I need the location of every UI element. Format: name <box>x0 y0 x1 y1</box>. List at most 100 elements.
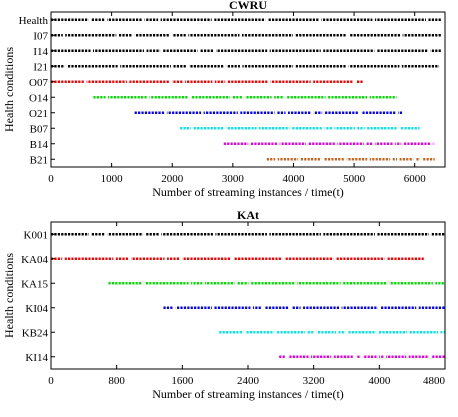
point-gap <box>84 80 87 84</box>
point-gap <box>396 111 399 115</box>
y-tick-label: Health <box>19 15 49 27</box>
x-tick-label: 1000 <box>101 173 124 185</box>
point-gap <box>429 355 432 359</box>
point-gap <box>238 111 241 115</box>
point-gap <box>306 142 309 146</box>
x-tick-label: 2400 <box>237 375 260 387</box>
point-gap <box>239 33 242 37</box>
point-gap <box>225 80 228 84</box>
point-gap <box>65 64 68 68</box>
point-gap <box>426 18 429 22</box>
point-gap <box>127 80 129 84</box>
y-tick-label: B21 <box>30 154 48 166</box>
point-gap <box>159 232 162 236</box>
series-K001 <box>51 232 445 236</box>
point-gap <box>143 232 146 236</box>
y-tick-label: B14 <box>30 139 49 151</box>
point-gap <box>267 49 270 53</box>
series-O07 <box>51 80 363 84</box>
point-gap <box>202 281 205 285</box>
point-gap <box>224 64 227 68</box>
x-tick-label: 4800 <box>423 375 446 387</box>
point-gap <box>416 306 419 310</box>
point-gap <box>191 126 194 130</box>
point-gap <box>335 142 338 146</box>
point-gap <box>201 111 204 115</box>
y-tick-label: I07 <box>33 30 48 42</box>
point-gap <box>275 157 278 161</box>
series-B21 <box>267 157 435 161</box>
point-gap <box>230 95 233 99</box>
point-gap <box>89 18 92 22</box>
y-tick-label: I14 <box>33 46 48 58</box>
point-gap <box>301 306 304 310</box>
point-gap <box>322 111 325 115</box>
point-gap <box>105 18 108 22</box>
series-I14 <box>51 49 442 53</box>
point-gap <box>256 126 259 130</box>
y-tick-label: KI14 <box>25 352 48 364</box>
point-gap <box>158 18 161 22</box>
point-gap <box>359 111 362 115</box>
point-gap <box>129 257 132 261</box>
x-tick-label: 0 <box>48 375 54 387</box>
y-tick-label: O07 <box>29 77 48 89</box>
point-gap <box>132 33 135 37</box>
point-gap <box>116 33 119 37</box>
point-gap <box>372 18 375 22</box>
point-gap <box>144 49 147 53</box>
point-gap <box>213 232 216 236</box>
point-gap <box>365 126 368 130</box>
point-gap <box>170 33 173 37</box>
x-tick-label: 3200 <box>303 375 326 387</box>
point-gap <box>321 232 324 236</box>
point-gap <box>243 95 246 99</box>
point-gap <box>311 80 314 84</box>
point-gap <box>353 80 356 84</box>
point-gap <box>390 157 393 161</box>
y-tick-label: I21 <box>33 61 48 73</box>
chart-1: KAtK001KA04KA15KI04KB24KI140 800 1600 2400 3… <box>2 208 446 401</box>
series-O14 <box>93 95 396 99</box>
point-gap <box>293 64 296 68</box>
point-gap <box>248 281 251 285</box>
point-gap <box>189 281 192 285</box>
x-tick-label: 4000 <box>368 375 391 387</box>
point-gap <box>268 80 271 84</box>
point-gap <box>397 157 400 161</box>
point-gap <box>400 33 403 37</box>
series-KB24 <box>219 330 445 334</box>
point-gap <box>180 257 183 261</box>
point-gap <box>170 80 173 84</box>
point-gap <box>430 142 433 146</box>
point-gap <box>171 64 174 68</box>
x-tick-label: 1600 <box>171 375 194 387</box>
point-gap <box>267 232 270 236</box>
point-gap <box>319 18 322 22</box>
point-gap <box>289 126 292 130</box>
point-gap <box>367 157 370 161</box>
point-gap <box>275 111 278 115</box>
point-gap <box>105 232 108 236</box>
point-gap <box>346 64 349 68</box>
point-gap <box>354 355 357 359</box>
point-gap <box>339 306 342 310</box>
y-tick-label: B07 <box>30 123 49 135</box>
chart-title: KAt <box>237 208 259 222</box>
x-tick-label: 4000 <box>282 173 305 185</box>
point-gap <box>189 95 192 99</box>
point-gap <box>214 49 217 53</box>
series-KA15 <box>108 281 445 285</box>
point-gap <box>295 281 298 285</box>
point-gap <box>336 330 339 334</box>
point-gap <box>326 95 329 99</box>
series-KI04 <box>163 306 445 310</box>
point-gap <box>90 49 93 53</box>
point-gap <box>224 126 227 130</box>
point-gap <box>378 306 381 310</box>
series-O21 <box>135 111 403 115</box>
y-tick-label: O21 <box>29 108 48 120</box>
point-gap <box>235 281 238 285</box>
